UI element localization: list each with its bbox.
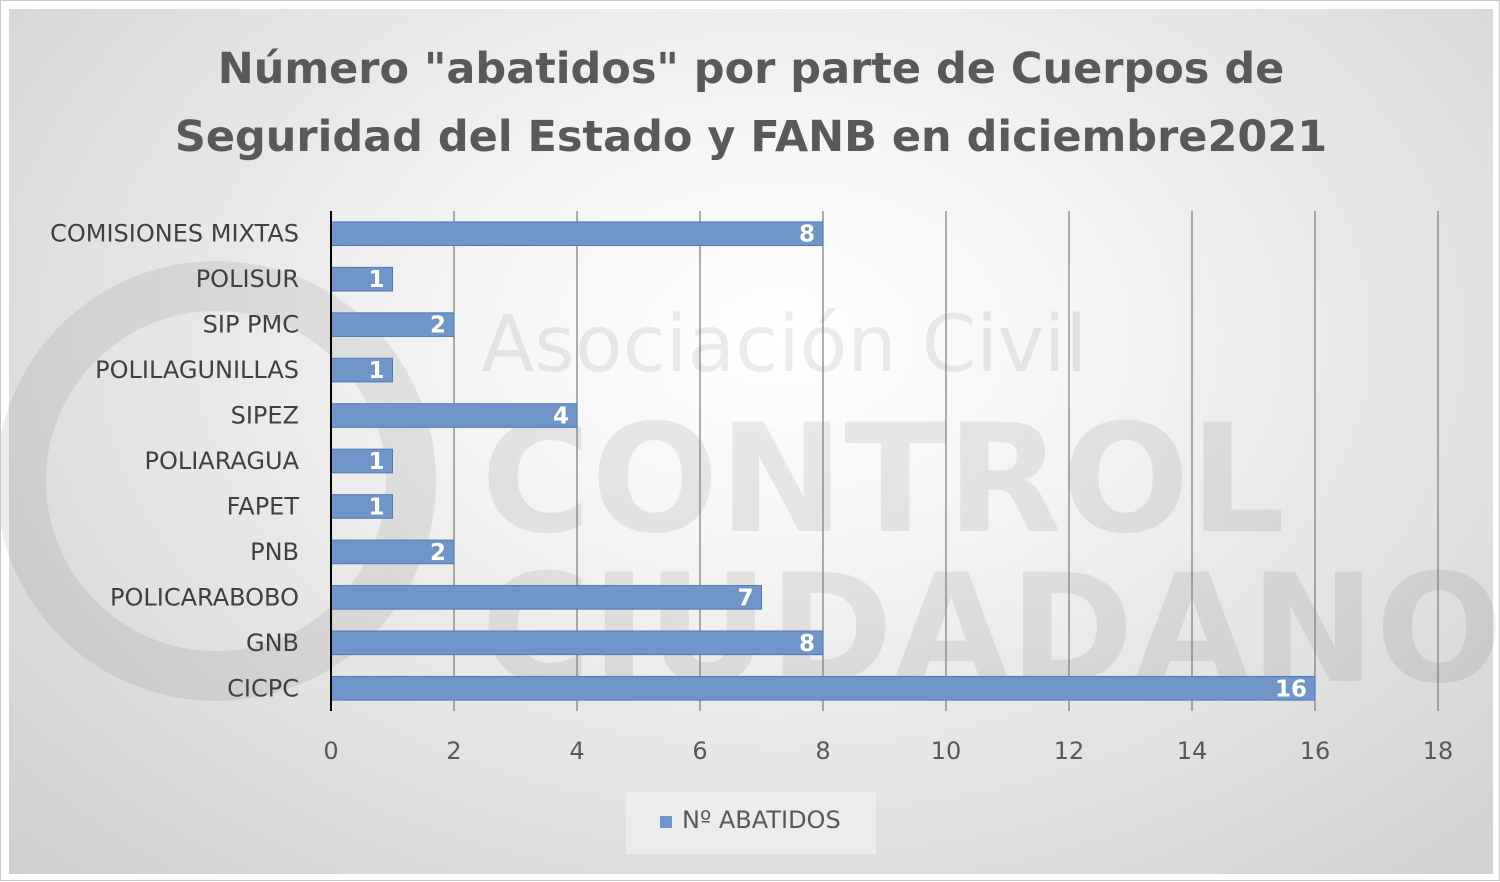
legend-swatch <box>660 816 672 828</box>
chart-title-line-1: Número "abatidos" por parte de Cuerpos d… <box>218 44 1285 94</box>
data-label: 1 <box>368 449 384 475</box>
x-axis-ticks: 0 2 4 6 8 10 12 14 16 18 <box>323 737 1453 765</box>
x-tick-label: 16 <box>1300 737 1331 765</box>
category-label: COMISIONES MIXTAS <box>50 220 299 248</box>
bar <box>330 403 578 428</box>
category-label: SIPEZ <box>231 402 299 430</box>
category-label: POLISUR <box>196 265 299 293</box>
x-tick-label: 12 <box>1054 737 1085 765</box>
data-label: 1 <box>368 267 384 293</box>
x-tick-label: 4 <box>569 737 584 765</box>
category-label: PNB <box>250 538 299 566</box>
watermark-ring <box>1 261 436 701</box>
chart-title-line-2: Seguridad del Estado y FANB en diciembre… <box>175 112 1327 162</box>
data-label: 2 <box>430 540 446 566</box>
x-tick-label: 2 <box>446 737 461 765</box>
watermark-line2: CONTROL <box>481 393 1285 567</box>
data-label: 16 <box>1275 676 1307 702</box>
x-tick-label: 0 <box>323 737 338 765</box>
bar <box>330 585 762 610</box>
x-tick-label: 8 <box>815 737 830 765</box>
data-label: 8 <box>799 222 815 248</box>
bar <box>330 630 824 656</box>
data-label: 4 <box>553 404 569 430</box>
category-label: SIP PMC <box>203 311 299 339</box>
category-label: GNB <box>246 629 299 657</box>
category-label: POLILAGUNILLAS <box>95 356 299 384</box>
gridlines <box>453 211 1439 711</box>
x-tick-label: 18 <box>1423 737 1454 765</box>
data-label: 7 <box>737 585 753 611</box>
category-label: POLIARAGUA <box>144 447 299 475</box>
bar <box>330 675 1316 701</box>
data-label: 1 <box>368 358 384 384</box>
chart-area <box>9 9 1493 874</box>
data-label: 1 <box>368 494 384 520</box>
data-label: 8 <box>799 631 815 657</box>
legend-label: Nº ABATIDOS <box>682 806 841 834</box>
x-tick-label: 10 <box>931 737 962 765</box>
category-label: CICPC <box>227 674 299 702</box>
x-tick-label: 14 <box>1177 737 1208 765</box>
bars: 8 1 2 1 4 1 1 2 7 8 16 <box>330 221 1316 702</box>
x-tick-label: 6 <box>692 737 707 765</box>
data-label: 2 <box>430 313 446 339</box>
legend: Nº ABATIDOS <box>626 792 876 854</box>
category-labels: COMISIONES MIXTAS POLISUR SIP PMC POLILAGUN… <box>50 220 299 703</box>
bar <box>330 221 824 247</box>
category-label: POLICARABOBO <box>110 583 299 611</box>
category-label: FAPET <box>227 492 300 520</box>
watermark-line1: Asociación Civil <box>481 300 1087 390</box>
